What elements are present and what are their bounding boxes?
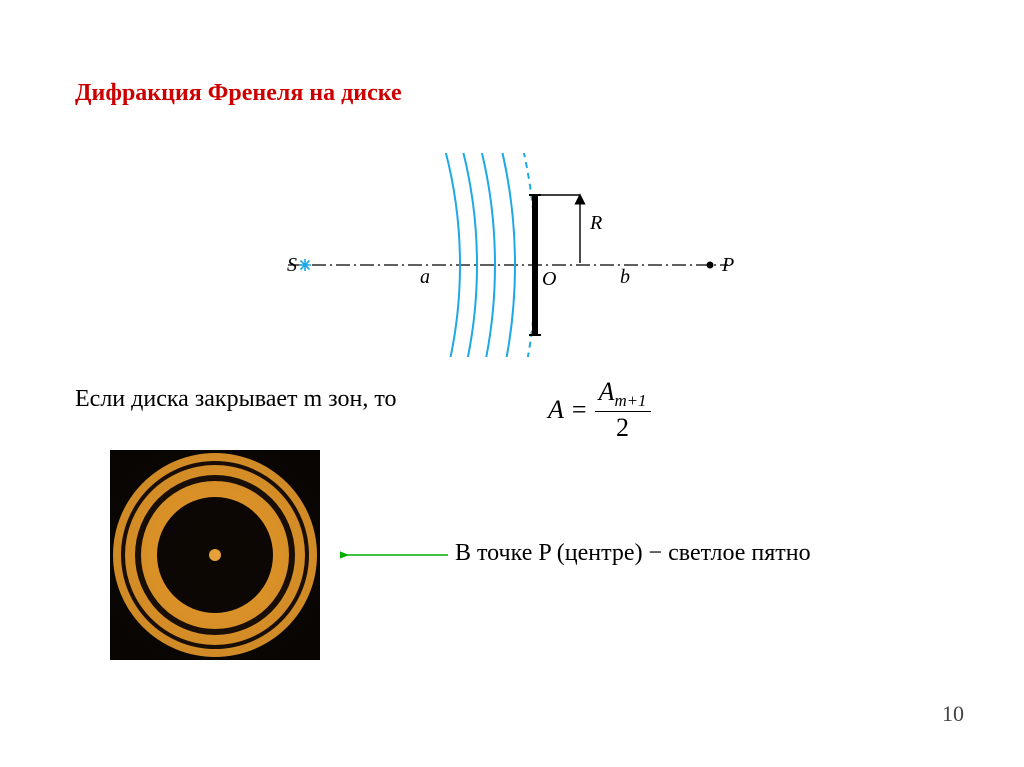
annotation-arrow [340,545,450,565]
annotation-content: В точке P (центре) − светлое пятно [455,540,811,566]
formula-eq: = [572,395,587,425]
wavefront-arc [280,145,460,360]
body-text-content: Если диска закрывает m зон, то [75,386,397,412]
formula-lhs: A [548,395,564,425]
body-text: Если диска закрывает m зон, то [75,386,397,413]
label-a: a [420,266,430,288]
label-b: b [620,266,630,288]
diagram-svg: R S O P a b [280,145,750,360]
formula-num-sub: m+1 [614,391,646,410]
page-number: 10 [942,701,964,727]
wavefront-arc [280,145,477,360]
amplitude-formula: A = Am+1 2 [548,378,651,443]
fresnel-disk-diagram: R S O P a b [280,145,750,360]
annotation-text: В точке P (центре) − светлое пятно [455,540,811,567]
formula-den: 2 [595,412,651,443]
point-O-dot [533,263,538,268]
page-title: Дифракция Френеля на диске [75,80,402,107]
point-P-dot [707,262,714,269]
wavefront-arc [280,145,495,360]
formula-num-base: A [599,377,615,406]
label-O: O [542,268,556,290]
wavefront-arc-dashed [280,145,536,360]
diffraction-pattern [110,450,320,660]
slide: Дифракция Френеля на диске [0,0,1024,767]
wavefronts [280,145,536,360]
label-R: R [589,212,602,234]
source-S [299,259,311,271]
label-S: S [287,254,297,276]
rings-svg [110,450,320,660]
wavefront-arc [280,145,515,360]
label-P: P [721,254,734,276]
